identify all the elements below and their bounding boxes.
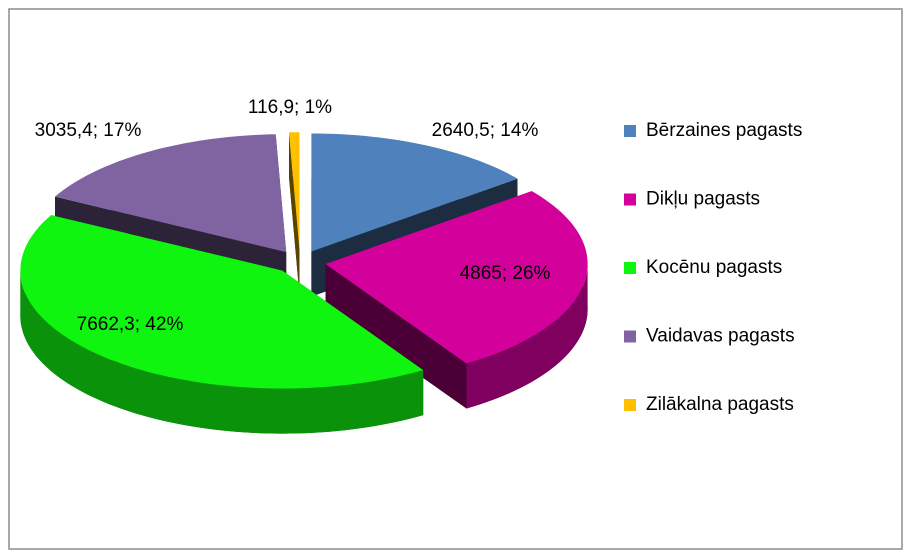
slice	[20, 215, 424, 389]
data-labels: 2640,5; 14% 4865; 26% 7662,3; 42% 3035,4; 1…	[35, 97, 551, 335]
slice	[325, 191, 588, 364]
slice	[55, 134, 287, 253]
slice-outer-wall	[466, 264, 588, 409]
legend-label: Vaidavas pagasts	[646, 326, 795, 347]
legend-label: Zilākalna pagasts	[646, 394, 794, 415]
data-label: 3035,4; 17%	[35, 120, 142, 141]
legend-swatch	[624, 399, 636, 411]
slice	[289, 132, 300, 251]
legend-swatch	[624, 262, 636, 274]
data-label: 7662,3; 42%	[77, 314, 184, 335]
slice-radial-wall	[325, 264, 467, 409]
legend-swatch	[624, 330, 636, 343]
slice-radial-wall	[289, 132, 300, 296]
legend: Bērzaines pagasts Dikļu pagasts Kocēnu pag…	[624, 120, 802, 415]
slice	[311, 133, 518, 252]
data-label: 2640,5; 14%	[432, 120, 539, 141]
legend-swatch	[624, 125, 636, 137]
pie-tops	[20, 132, 588, 389]
slice-outer-wall	[20, 270, 424, 434]
legend-swatch	[624, 193, 636, 206]
legend-label: Bērzaines pagasts	[646, 120, 802, 141]
data-label: 4865; 26%	[460, 263, 551, 284]
legend-label: Kocēnu pagasts	[646, 257, 782, 278]
legend-label: Dikļu pagasts	[646, 189, 760, 210]
data-label: 116,9; 1%	[248, 97, 332, 118]
